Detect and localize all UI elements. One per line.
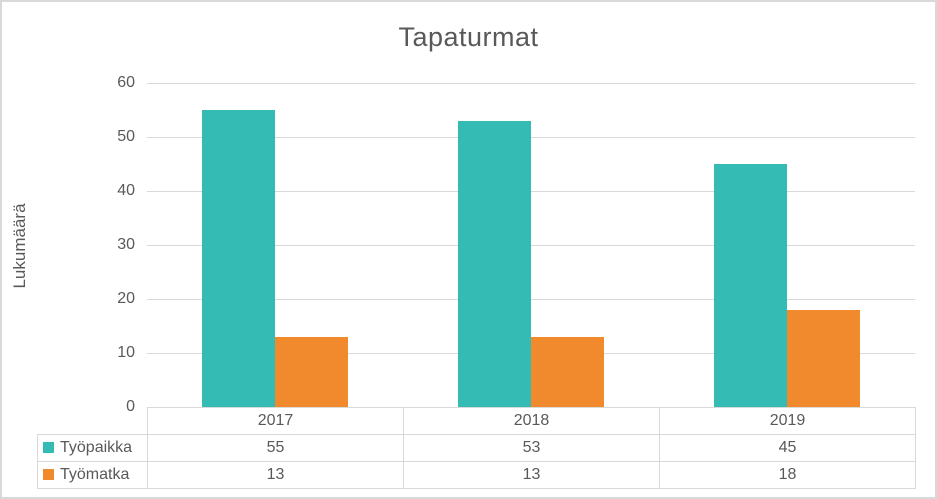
bar-tyomatka-2017 <box>275 336 348 407</box>
category-label-2019: 2019 <box>659 407 916 435</box>
chart-title: Tapaturmat <box>398 22 539 52</box>
gridline-y-30 <box>147 244 915 246</box>
category-label-2018: 2018 <box>403 407 660 435</box>
y-tick-label-20: 20 <box>117 290 135 307</box>
gridline-y-40 <box>147 190 915 192</box>
y-tick-label-0: 0 <box>126 398 135 415</box>
data-table-row-tyomatka: Työmatka 13 13 18 <box>37 461 916 489</box>
legend-swatch-icon-tyomatka <box>43 469 54 480</box>
plot-area <box>147 82 915 407</box>
legend-label-tyopaikka: Työpaikka <box>60 439 133 456</box>
data-table-blank-cell <box>38 408 148 435</box>
value-tyomatka-2017: 13 <box>147 461 404 489</box>
y-tick-label-10: 10 <box>117 344 135 361</box>
value-tyomatka-2019: 18 <box>659 461 916 489</box>
y-tick-label-40: 40 <box>117 182 135 199</box>
y-tick-label-30: 30 <box>117 236 135 253</box>
bar-tyopaikka-2017 <box>202 110 275 407</box>
data-table: 2017 2018 2019 Työpaikka 55 53 45 Työmatka 13 13 1… <box>37 407 916 489</box>
legend-key-tyopaikka: Työpaikka <box>37 434 148 462</box>
gridline-y-50 <box>147 136 915 138</box>
bar-tyopaikka-2019 <box>714 164 787 407</box>
value-tyomatka-2018: 13 <box>403 461 660 489</box>
legend-swatch-icon-tyopaikka <box>43 442 54 453</box>
data-table-row-tyopaikka: Työpaikka 55 53 45 <box>37 434 916 462</box>
data-table-header-row: 2017 2018 2019 <box>38 407 916 435</box>
bar-tyomatka-2019 <box>787 309 860 407</box>
legend-key-tyomatka: Työmatka <box>37 461 148 489</box>
legend-label-tyomatka: Työmatka <box>60 466 130 483</box>
y-tick-label-60: 60 <box>117 74 135 91</box>
bar-tyomatka-2018 <box>531 336 604 407</box>
bar-tyopaikka-2018 <box>458 120 531 407</box>
gridline-y-20 <box>147 298 915 300</box>
category-label-2017: 2017 <box>147 407 404 435</box>
value-tyopaikka-2017: 55 <box>147 434 404 462</box>
y-tick-label-50: 50 <box>117 128 135 145</box>
value-tyopaikka-2019: 45 <box>659 434 916 462</box>
y-axis-title: Lukumäärä <box>10 203 29 289</box>
value-tyopaikka-2018: 53 <box>403 434 660 462</box>
gridline-y-60 <box>147 82 915 84</box>
